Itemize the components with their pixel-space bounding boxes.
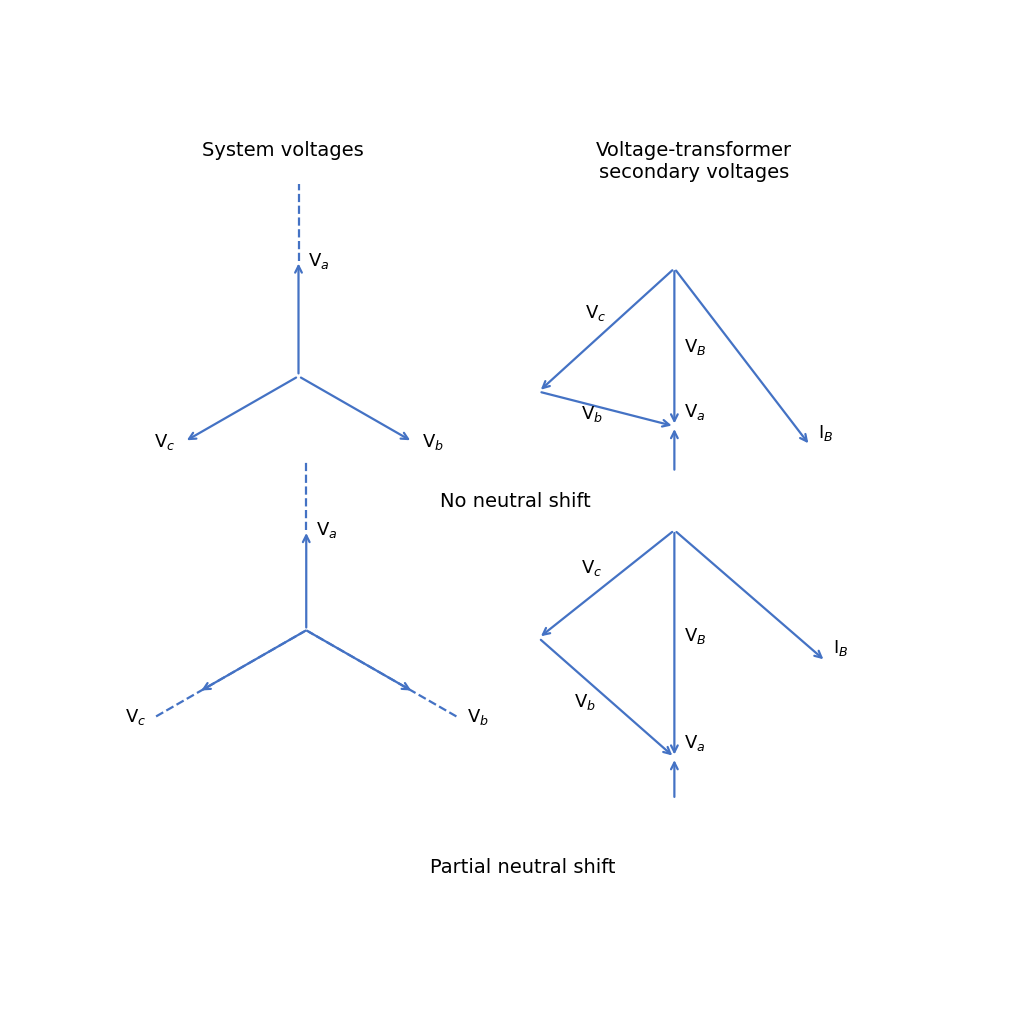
Text: V$_c$: V$_c$ (582, 557, 603, 577)
Text: V$_a$: V$_a$ (308, 251, 329, 271)
Text: V$_B$: V$_B$ (684, 338, 707, 357)
Text: V$_a$: V$_a$ (315, 521, 337, 540)
Text: V$_b$: V$_b$ (467, 707, 488, 727)
Text: Voltage-transformer
secondary voltages: Voltage-transformer secondary voltages (596, 142, 792, 182)
Text: I$_B$: I$_B$ (834, 638, 849, 658)
Text: I$_B$: I$_B$ (818, 423, 834, 443)
Text: V$_b$: V$_b$ (582, 403, 603, 424)
Text: No neutral shift: No neutral shift (440, 491, 591, 511)
Text: V$_B$: V$_B$ (684, 626, 707, 646)
Text: V$_c$: V$_c$ (154, 432, 175, 452)
Text: V$_b$: V$_b$ (422, 432, 443, 452)
Text: V$_c$: V$_c$ (586, 303, 606, 324)
Text: V$_a$: V$_a$ (684, 402, 706, 423)
Text: V$_c$: V$_c$ (125, 707, 146, 727)
Text: V$_a$: V$_a$ (684, 734, 706, 753)
Text: Partial neutral shift: Partial neutral shift (430, 857, 616, 877)
Text: System voltages: System voltages (202, 142, 364, 161)
Text: V$_b$: V$_b$ (573, 693, 596, 713)
